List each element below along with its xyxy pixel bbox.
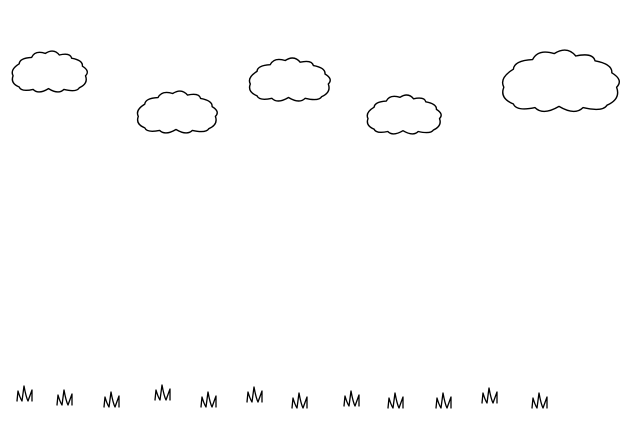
cloud-icon	[248, 57, 331, 102]
grass-tuft-icon	[16, 385, 33, 402]
grass-tuft-icon	[531, 392, 548, 409]
cloud-icon	[501, 49, 620, 113]
grass-tuft-icon	[56, 389, 73, 406]
grass-tuft-icon	[343, 390, 360, 407]
grass-tuft-icon	[154, 384, 171, 401]
grass-tuft-icon	[246, 386, 263, 403]
grass-tuft-icon	[481, 387, 498, 404]
grass-tuft-icon	[103, 391, 120, 408]
cloud-icon	[136, 90, 218, 134]
grass-tuft-icon	[200, 391, 217, 408]
cloud-icon	[11, 50, 89, 93]
grass-tuft-icon	[435, 392, 452, 409]
cloud-icon	[366, 94, 442, 135]
grass-tuft-icon	[387, 392, 404, 409]
grass-tuft-icon	[291, 392, 308, 409]
